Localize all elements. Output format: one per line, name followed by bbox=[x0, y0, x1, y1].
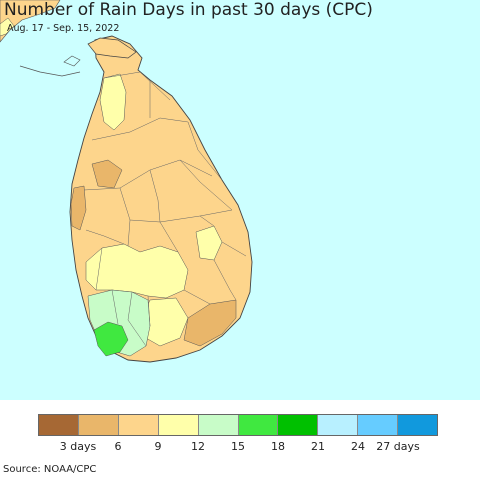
legend-tick-label: 9 bbox=[154, 440, 162, 453]
date-range: Aug. 17 - Sep. 15, 2022 bbox=[7, 23, 120, 34]
legend-tick-label: 12 bbox=[191, 440, 205, 453]
zone-15-18-southwest bbox=[93, 321, 129, 357]
legend-tick-label: 27 days bbox=[376, 440, 420, 453]
india-coast bbox=[0, 0, 61, 43]
mannar-shoal bbox=[63, 55, 81, 67]
legend-swatch bbox=[78, 415, 119, 435]
legend-tick-label: 24 bbox=[351, 440, 365, 453]
legend-swatch bbox=[318, 415, 359, 435]
legend-tick-label: 3 days bbox=[59, 440, 97, 453]
jaffna-peninsula bbox=[87, 37, 137, 59]
legend-tick-label: 21 bbox=[311, 440, 325, 453]
zone-3-6-west-a bbox=[91, 159, 123, 189]
legend-swatch bbox=[278, 415, 319, 435]
legend-tick-label: 6 bbox=[114, 440, 122, 453]
source-credit: Source: NOAA/CPC bbox=[3, 464, 97, 475]
zone-3-6-west-b bbox=[70, 185, 87, 231]
india-coast-green bbox=[0, 17, 15, 37]
legend-tick-labels: 3 days 6 9 12 15 18 21 24 27 days bbox=[38, 440, 438, 454]
map-area bbox=[0, 0, 480, 400]
legend-swatch bbox=[118, 415, 159, 435]
legend-swatch bbox=[358, 415, 399, 435]
legend-colorbar bbox=[38, 414, 438, 436]
legend-swatch bbox=[238, 415, 279, 435]
legend-swatch bbox=[39, 415, 79, 435]
legend-tick-label: 15 bbox=[231, 440, 245, 453]
zone-9-12-east bbox=[195, 225, 223, 261]
legend-swatch bbox=[158, 415, 199, 435]
adams-bridge bbox=[19, 65, 81, 77]
legend-swatch bbox=[198, 415, 239, 435]
district-borders bbox=[83, 71, 247, 347]
zone-9-12-north bbox=[99, 73, 127, 131]
sri-lanka-map bbox=[0, 0, 253, 363]
map-title: Number of Rain Days in past 30 days (CPC… bbox=[4, 0, 373, 20]
legend-tick-label: 18 bbox=[271, 440, 285, 453]
zone-3-6-southeast bbox=[183, 299, 237, 347]
legend-swatch bbox=[398, 415, 438, 435]
